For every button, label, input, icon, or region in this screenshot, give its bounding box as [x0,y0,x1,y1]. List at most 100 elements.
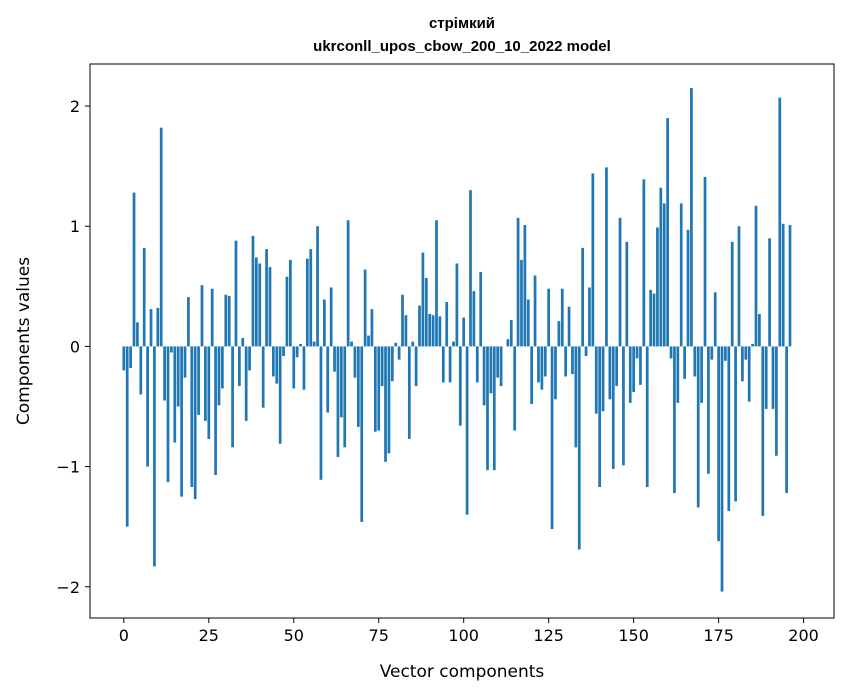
bar [472,291,476,347]
x-tick-label: 125 [533,626,564,645]
bar [238,346,241,387]
bar [394,342,398,347]
bar [418,305,421,347]
y-axis-label: Components values [14,257,34,425]
bar [482,346,486,406]
bar [282,346,285,357]
bar [649,289,652,347]
bar [285,276,289,347]
bar [720,346,724,592]
bar [625,241,629,347]
bar [635,346,639,359]
bar [217,346,221,406]
bar [346,220,350,347]
bar [170,346,173,353]
bar [404,315,408,347]
bar [299,344,302,347]
bar [363,269,367,347]
bar [686,229,690,347]
bar [734,346,737,502]
bar [187,297,190,347]
bar [642,179,646,347]
x-tick-label: 25 [199,626,219,645]
bar [156,307,160,347]
x-tick-label: 75 [369,626,389,645]
bar [771,346,775,409]
bar [465,346,469,515]
bar [384,346,387,462]
bar [193,346,197,500]
bar [724,346,727,361]
bar [390,346,394,382]
x-tick-label: 200 [788,626,819,645]
bar [142,247,146,347]
bar [231,346,234,448]
bar [615,346,619,387]
bar [428,313,432,347]
bar [713,292,717,347]
bar [707,346,710,474]
bar [775,346,778,456]
bar [486,346,489,471]
bar [356,346,360,427]
bar [210,288,214,347]
bar [567,306,571,347]
bar [523,225,527,347]
bar [778,97,782,347]
bar [380,346,384,387]
bar [588,287,591,347]
bar [261,346,265,408]
bar [683,346,686,379]
bar [462,317,466,347]
bar [489,346,493,394]
bar [526,299,530,347]
bar [645,346,649,488]
bar [166,346,170,483]
bar [560,288,564,347]
bar [761,346,765,516]
bar [737,226,741,347]
bar [248,346,251,371]
bar [176,346,180,407]
bar [387,346,391,454]
bar [509,319,513,347]
bar [180,346,183,497]
bar [622,346,625,466]
bar [377,346,381,431]
bar [333,346,336,372]
bar [659,187,663,347]
bar [272,346,275,377]
bar [312,341,316,347]
bar [611,346,615,469]
bar [543,346,547,377]
bar [537,346,540,383]
bar [146,346,149,467]
bar [727,346,731,512]
bar [754,205,758,347]
bar [289,259,292,347]
x-axis-label: Vector components [380,662,545,682]
bar [295,346,299,358]
bar [190,346,194,488]
bar [397,346,401,360]
bar [159,127,163,347]
bar [557,321,561,347]
bar [676,346,680,403]
bar [319,346,323,480]
bar [421,252,425,347]
bar [469,190,472,347]
bar [353,346,357,378]
y-tick-label: −1 [56,458,80,477]
bar [431,315,435,347]
bar [163,346,166,401]
bar [448,346,452,383]
bar [547,288,551,347]
bar [571,346,574,375]
bar [564,346,568,377]
bar [747,346,751,402]
bar [183,346,187,378]
bar [628,346,632,403]
y-tick-label: −2 [56,578,80,597]
bar [530,346,534,405]
bar [496,346,500,378]
